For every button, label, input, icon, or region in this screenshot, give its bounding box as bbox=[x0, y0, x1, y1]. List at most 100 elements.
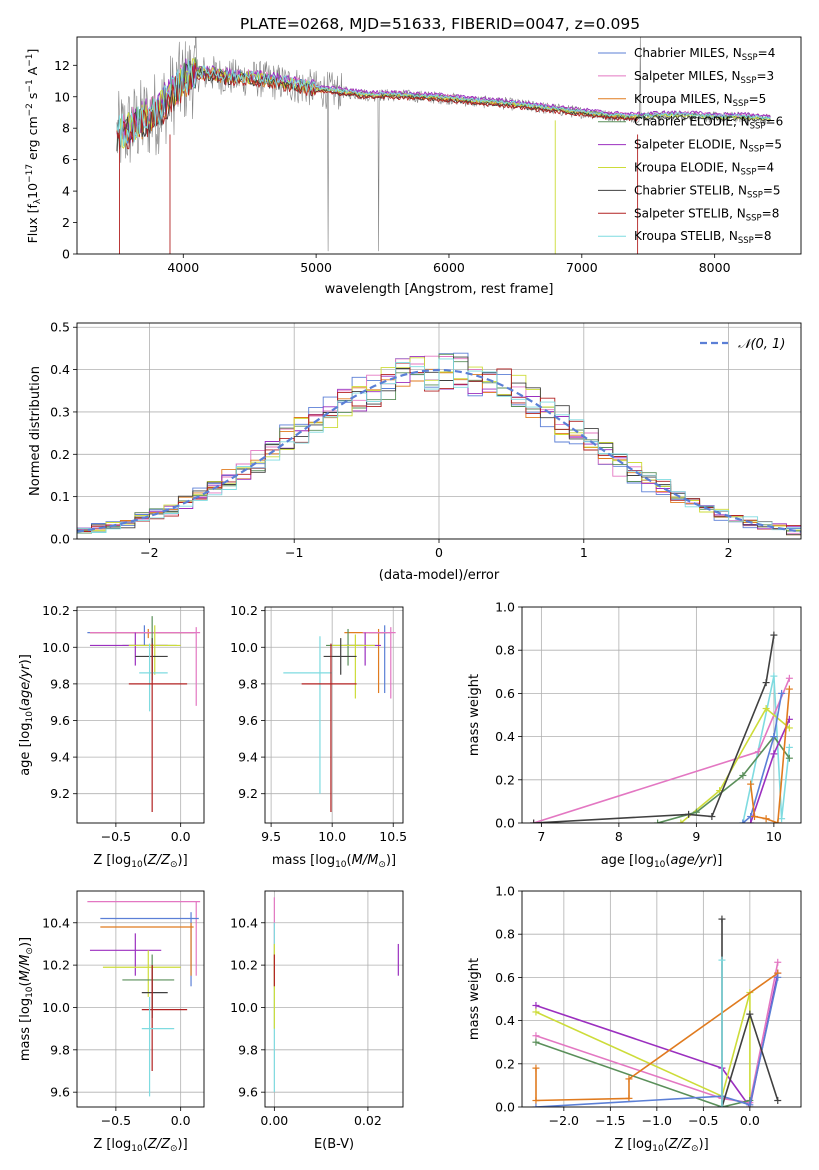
mass-vs-ebv-plot-area bbox=[265, 891, 403, 1107]
legend-entry: Salpeter MILES, NSSP=3 bbox=[634, 69, 774, 86]
x-axis-label: Z [log10(Z/Z⊙)] bbox=[93, 1137, 187, 1154]
x-tick-label: 9 bbox=[692, 829, 700, 844]
weight-vs-age-plot-area bbox=[522, 607, 801, 823]
y-tick-label: 0.5 bbox=[50, 320, 70, 335]
y-axis-label: Normed distribution bbox=[28, 366, 43, 496]
weight-marker bbox=[751, 813, 758, 821]
x-tick-label: −2 bbox=[140, 545, 158, 560]
weight-series-line bbox=[533, 634, 775, 823]
weight-marker bbox=[785, 754, 793, 762]
weight-marker bbox=[530, 819, 538, 823]
errorbar-point bbox=[283, 636, 333, 794]
weight-marker bbox=[770, 672, 778, 680]
y-tick-label: 9.6 bbox=[50, 1085, 70, 1100]
y-tick-label: 0.8 bbox=[495, 927, 515, 942]
errorbar-point bbox=[332, 634, 375, 699]
y-tick-label: 0.6 bbox=[495, 686, 515, 701]
axes-frame bbox=[264, 606, 404, 824]
weight-marker bbox=[747, 780, 755, 788]
legend-entry: 𝒩(0, 1) bbox=[738, 337, 785, 352]
x-tick-label: 0.0 bbox=[740, 1113, 760, 1128]
legend-entry: Salpeter ELODIE, NSSP=5 bbox=[634, 138, 782, 155]
axes-frame bbox=[76, 890, 205, 1108]
y-tick-label: 9.2 bbox=[238, 786, 258, 801]
weight-marker bbox=[770, 750, 778, 758]
spectrum-plot-area bbox=[116, 37, 771, 254]
y-tick-label: 10.0 bbox=[230, 1000, 258, 1015]
weight-marker bbox=[762, 815, 770, 823]
x-tick-label: 0.0 bbox=[171, 1113, 191, 1128]
y-tick-label: 0.2 bbox=[50, 447, 70, 462]
y-tick-label: 10.4 bbox=[230, 915, 258, 930]
axes-frame bbox=[521, 890, 802, 1108]
y-tick-label: 0.4 bbox=[50, 362, 70, 377]
weight-marker bbox=[785, 724, 793, 732]
axes-frame bbox=[76, 606, 205, 824]
y-tick-label: 0.0 bbox=[495, 816, 515, 831]
x-tick-label: 10 bbox=[766, 829, 782, 844]
mass-vs-Z-plot-area bbox=[77, 891, 204, 1107]
weight-marker bbox=[739, 771, 747, 779]
weight-marker bbox=[532, 1097, 540, 1105]
x-tick-label: 2 bbox=[725, 545, 733, 560]
errorbar-point bbox=[87, 625, 197, 646]
axes-frame bbox=[264, 890, 404, 1108]
x-tick-label: 0.0 bbox=[171, 829, 191, 844]
legend-entry: Chabrier STELIB, NSSP=5 bbox=[634, 183, 781, 200]
x-axis-label: Z [log10(Z/Z⊙)] bbox=[614, 1137, 708, 1154]
weight-marker bbox=[774, 958, 782, 966]
y-tick-label: 6 bbox=[62, 152, 70, 167]
y-tick-label: 1.0 bbox=[495, 600, 515, 615]
residuals-plot-area bbox=[77, 323, 801, 539]
spectrum-panel: 4000 5000 6000 7000 8000 0 2 4 6 8 10 12 wavelength … bbox=[25, 36, 802, 297]
weight-series-line bbox=[742, 693, 783, 823]
y-axis-label: mass weight bbox=[467, 674, 482, 756]
y-tick-label: 9.8 bbox=[50, 676, 70, 691]
x-axis-label: wavelength [Angstrom, rest frame] bbox=[325, 282, 554, 297]
x-tick-label: 7000 bbox=[566, 260, 598, 275]
residuals-panel: −2 −1 0 1 2 0.0 0.1 0.2 0.3 0.4 0.5 (data-model)/er… bbox=[28, 320, 802, 583]
y-tick-label: 10.0 bbox=[42, 640, 70, 655]
model-spectrum-line bbox=[116, 59, 771, 147]
y-tick-label: 10.0 bbox=[230, 640, 258, 655]
axes-frame bbox=[76, 322, 802, 540]
residual-histogram bbox=[77, 358, 801, 533]
errorbar-point bbox=[135, 638, 168, 681]
axes-frame bbox=[521, 606, 802, 824]
y-tick-label: 0.8 bbox=[495, 643, 515, 658]
weight-marker bbox=[778, 815, 786, 823]
x-tick-label: 4000 bbox=[167, 260, 199, 275]
y-tick-label: 1.0 bbox=[495, 884, 515, 899]
weight-marker bbox=[708, 813, 716, 821]
y-tick-label: 0.0 bbox=[50, 532, 70, 547]
errorbar-point bbox=[362, 627, 396, 699]
y-tick-label: 10 bbox=[54, 89, 70, 104]
x-axis-label: (data-model)/error bbox=[379, 568, 500, 583]
y-axis-label: age [log10(age/yr)] bbox=[18, 654, 35, 776]
axes-frame bbox=[76, 36, 802, 255]
y-tick-label: 0.2 bbox=[495, 772, 515, 787]
y-tick-label: 10.4 bbox=[42, 915, 70, 930]
weight-marker bbox=[677, 819, 685, 823]
x-tick-label: −2.0 bbox=[549, 1113, 579, 1128]
age-vs-Z-plot-area bbox=[77, 607, 204, 823]
legend-entry: Kroupa STELIB, NSSP=8 bbox=[634, 229, 772, 246]
weight-marker bbox=[778, 689, 786, 697]
y-tick-label: 9.8 bbox=[238, 1042, 258, 1057]
errorbar-point bbox=[102, 950, 181, 997]
weight-series-line bbox=[535, 977, 779, 1107]
errorbar-point bbox=[100, 912, 199, 987]
weight-marker bbox=[770, 631, 778, 639]
weight-vs-age-panel: 7 8 9 10 0.0 0.2 0.4 0.6 0.8 1.0 mass weight age [l… bbox=[467, 600, 802, 870]
y-axis-label: Flux [fλ10−17 erg cm−2 s−1 A−1] bbox=[25, 49, 43, 244]
y-tick-label: 2 bbox=[62, 215, 70, 230]
weight-marker bbox=[739, 819, 747, 823]
weight-marker bbox=[532, 1064, 540, 1072]
mass-vs-ebv-panel: 0.00 0.02 9.6 9.8 10.0 10.2 10.4 E(B-V) bbox=[230, 890, 404, 1152]
errorbar-point bbox=[301, 643, 357, 813]
legend-entry: Salpeter STELIB, NSSP=8 bbox=[634, 206, 779, 223]
weight-marker bbox=[785, 685, 793, 693]
y-tick-label: 10.0 bbox=[42, 1000, 70, 1015]
age-vs-mass-plot-area bbox=[265, 607, 403, 823]
